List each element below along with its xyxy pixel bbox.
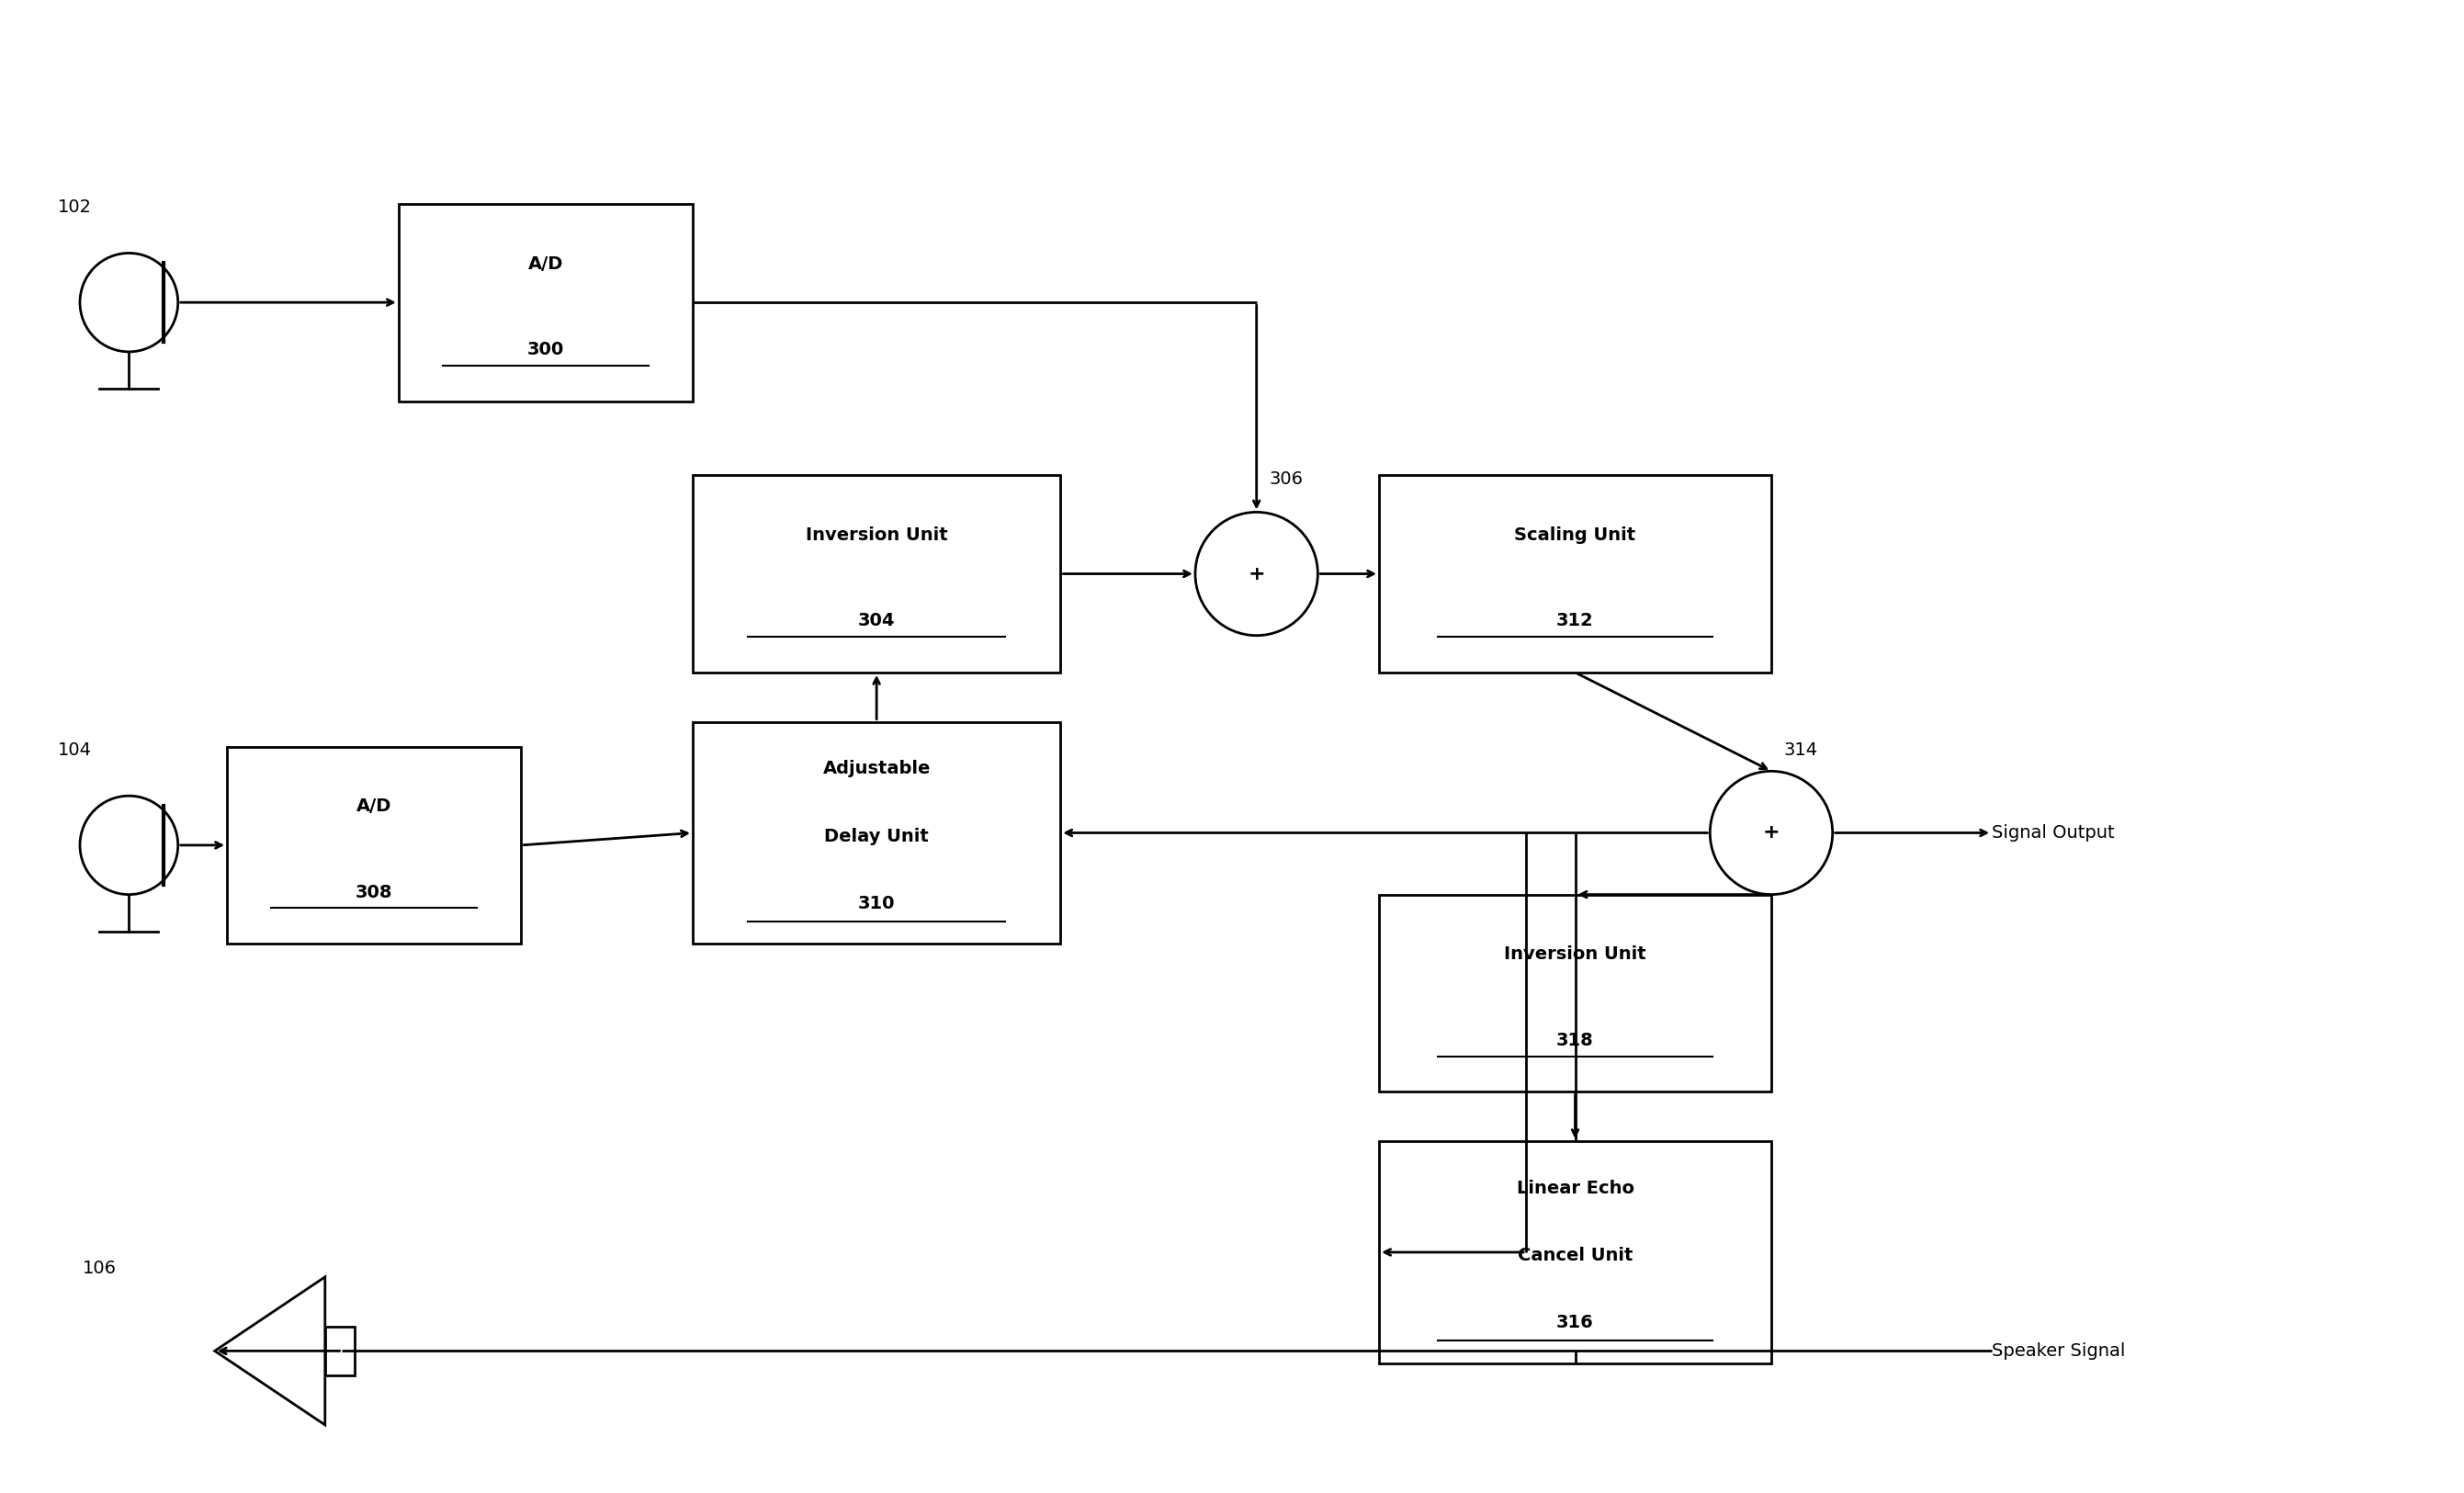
Text: Cancel Unit: Cancel Unit xyxy=(1518,1247,1634,1265)
Text: 312: 312 xyxy=(1557,612,1594,630)
Bar xyxy=(399,203,692,402)
Text: A/D: A/D xyxy=(527,255,564,273)
Text: Scaling Unit: Scaling Unit xyxy=(1515,527,1636,543)
Text: 314: 314 xyxy=(1784,742,1818,758)
Bar xyxy=(692,721,1060,944)
Text: +: + xyxy=(1762,824,1779,842)
Text: +: + xyxy=(1247,564,1264,582)
Text: Delay Unit: Delay Unit xyxy=(825,827,929,845)
Text: A/D: A/D xyxy=(357,797,392,815)
Text: Inversion Unit: Inversion Unit xyxy=(806,527,949,543)
Text: Inversion Unit: Inversion Unit xyxy=(1503,947,1646,963)
Text: 104: 104 xyxy=(59,742,91,758)
Text: 304: 304 xyxy=(857,612,894,630)
Text: 306: 306 xyxy=(1269,470,1303,487)
Bar xyxy=(1380,1141,1772,1363)
Text: Signal Output: Signal Output xyxy=(1991,824,2114,842)
Text: Speaker Signal: Speaker Signal xyxy=(1991,1342,2126,1360)
Bar xyxy=(227,746,522,944)
Text: 106: 106 xyxy=(84,1260,116,1277)
Text: 316: 316 xyxy=(1557,1314,1594,1332)
Bar xyxy=(692,475,1060,672)
Bar xyxy=(325,1326,355,1375)
Text: Adjustable: Adjustable xyxy=(823,760,931,778)
Text: 318: 318 xyxy=(1557,1032,1594,1050)
Text: 310: 310 xyxy=(857,894,894,912)
Text: 300: 300 xyxy=(527,340,564,358)
Bar xyxy=(1380,894,1772,1091)
Text: 308: 308 xyxy=(355,884,392,902)
Bar xyxy=(1380,475,1772,672)
Text: Linear Echo: Linear Echo xyxy=(1515,1179,1634,1197)
Text: 102: 102 xyxy=(59,199,91,216)
